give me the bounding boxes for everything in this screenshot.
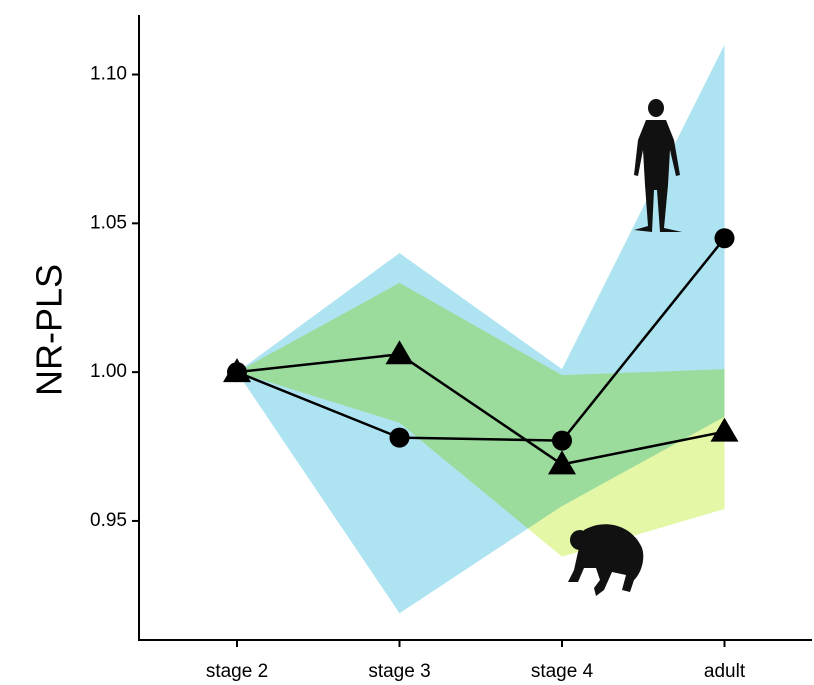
marker [715, 228, 735, 248]
y-tick-label: 0.95 [90, 510, 127, 531]
chimp-icon [568, 524, 643, 596]
y-tick-label: 1.10 [90, 64, 127, 85]
marker [552, 431, 572, 451]
x-tick-label: stage 4 [531, 661, 594, 682]
x-tick-label: stage 2 [206, 661, 268, 682]
chart: NR-PLS 0.95 1.00 1.05 1.10 stage 2 stage 3 sta… [0, 0, 814, 685]
y-axis-title: NR-PLS [29, 264, 70, 396]
y-tick-label: 1.05 [90, 212, 127, 233]
x-tick-label: stage 3 [368, 661, 430, 682]
marker [390, 428, 410, 448]
y-tick-label: 1.00 [90, 361, 127, 382]
x-tick-label: adult [704, 661, 746, 682]
